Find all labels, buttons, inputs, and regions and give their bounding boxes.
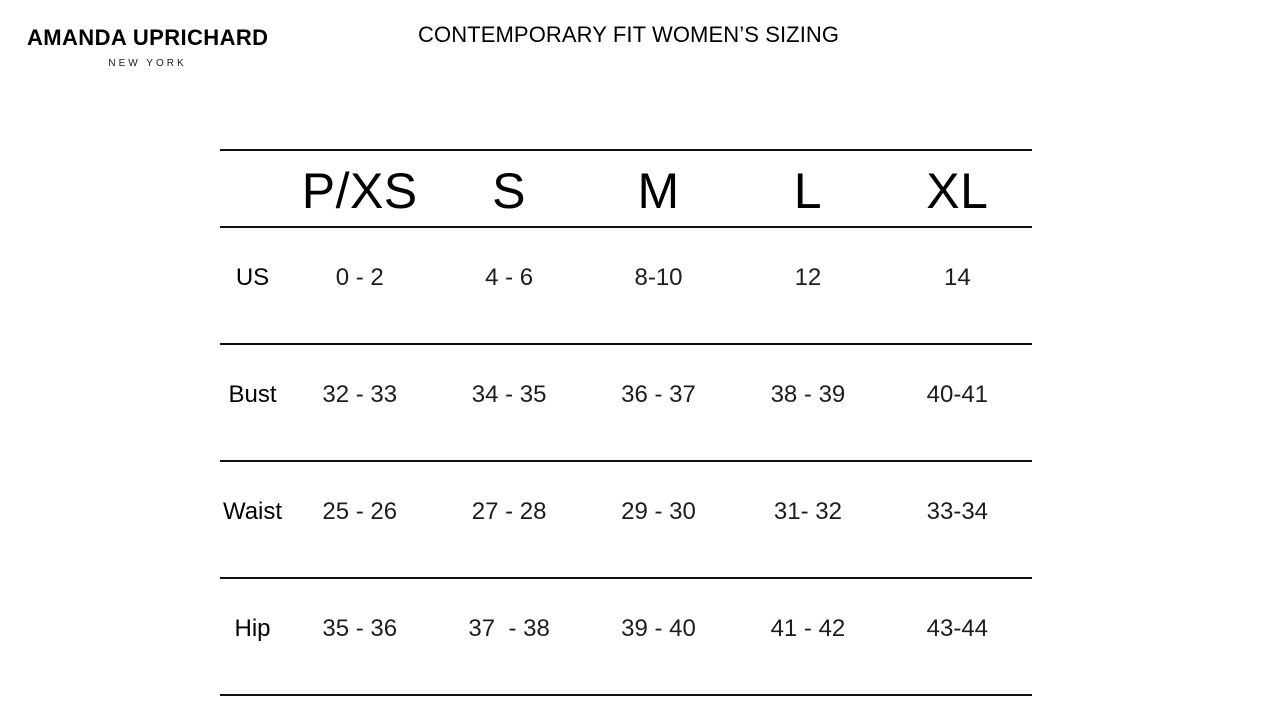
brand-logo: AMANDA UPRICHARD NEW YORK — [27, 25, 269, 70]
size-cell: 27 - 28 — [471, 498, 547, 525]
size-cell: 29 - 30 — [621, 498, 696, 525]
size-cell: 12 — [794, 264, 822, 291]
size-cell: 43-44 — [926, 615, 989, 642]
table-row-us: US 0 - 2 4 - 6 8-10 12 14 — [220, 228, 1032, 345]
page-title: CONTEMPORARY FIT WOMEN’S SIZING — [418, 22, 840, 47]
column-header-xl: XL — [926, 163, 989, 219]
size-cell: 33-34 — [926, 498, 989, 525]
size-cell: 25 - 26 — [322, 498, 398, 525]
size-cell: 32 - 33 — [322, 381, 398, 408]
table-row-bust: Bust 32 - 33 34 - 35 36 - 37 38 - 39 40-… — [220, 345, 1032, 462]
size-cell: 34 - 35 — [471, 381, 547, 408]
size-cell: 14 — [943, 264, 971, 291]
size-table: P/XS S M L XL US 0 - 2 4 - 6 8-10 12 14 … — [220, 149, 1032, 696]
row-label-waist: Waist — [222, 498, 283, 525]
size-cell: 8-10 — [634, 264, 683, 291]
brand-name: AMANDA UPRICHARD — [27, 25, 269, 50]
size-cell: 37 - 38 — [468, 615, 550, 642]
row-label-hip: Hip — [234, 615, 271, 642]
size-cell: 35 - 36 — [322, 615, 398, 642]
size-cell: 40-41 — [926, 381, 989, 408]
size-cell: 38 - 39 — [770, 381, 846, 408]
size-cell: 41 - 42 — [770, 615, 846, 642]
brand-city-label: NEW YORK — [108, 58, 187, 69]
table-corner-cell — [220, 151, 285, 226]
column-header-pxs: P/XS — [301, 163, 418, 219]
row-label-bust: Bust — [228, 381, 277, 408]
size-cell: 4 - 6 — [485, 264, 534, 291]
table-row-hip: Hip 35 - 36 37 - 38 39 - 40 41 - 42 43-4… — [220, 579, 1032, 696]
column-header-l: L — [793, 163, 823, 219]
size-cell: 0 - 2 — [335, 264, 384, 291]
table-row-waist: Waist 25 - 26 27 - 28 29 - 30 31- 32 33-… — [220, 462, 1032, 579]
size-cell: 31- 32 — [773, 498, 842, 525]
size-cell: 36 - 37 — [621, 381, 696, 408]
column-header-m: M — [637, 163, 680, 219]
row-label-us: US — [235, 264, 270, 291]
column-header-s: S — [492, 163, 527, 219]
size-cell: 39 - 40 — [621, 615, 696, 642]
table-header-row: P/XS S M L XL — [220, 149, 1032, 228]
